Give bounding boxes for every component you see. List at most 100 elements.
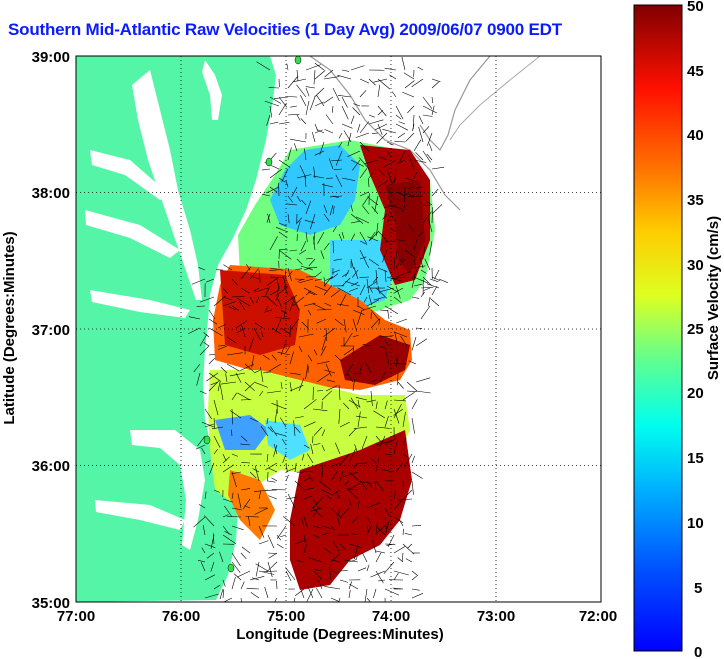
current-vector: [204, 408, 212, 420]
current-vector: [395, 285, 401, 299]
current-vector: [321, 462, 323, 478]
current-vector: [365, 362, 372, 374]
current-vector: [267, 426, 274, 433]
current-vector: [285, 467, 297, 473]
current-vector: [333, 258, 343, 261]
current-vector: [275, 317, 291, 320]
current-vector: [402, 391, 415, 401]
current-vector: [293, 420, 296, 437]
current-vector: [205, 278, 215, 283]
current-vector: [236, 297, 251, 307]
current-vector: [384, 507, 391, 518]
current-vector: [329, 195, 343, 198]
current-vector: [222, 579, 226, 587]
current-vector: [320, 345, 327, 356]
current-vector: [269, 121, 279, 125]
current-vector: [373, 588, 377, 598]
current-vector: [375, 287, 388, 299]
current-vector: [338, 507, 341, 515]
current-vector: [290, 138, 307, 143]
current-vector: [351, 516, 359, 524]
current-vector: [391, 91, 397, 98]
current-vector: [283, 516, 296, 527]
current-vector: [303, 302, 316, 307]
y-tick: 39:00: [32, 49, 70, 66]
current-vector: [262, 193, 271, 197]
current-vector: [313, 426, 323, 436]
current-vector: [344, 480, 350, 486]
current-vector: [308, 475, 314, 482]
current-vector: [264, 586, 269, 599]
current-vector: [377, 123, 383, 136]
current-vector: [402, 91, 415, 98]
current-vector: [411, 455, 415, 464]
current-vector: [386, 276, 402, 282]
current-vector: [353, 103, 361, 107]
current-vector: [294, 480, 305, 490]
current-vector: [321, 390, 333, 401]
current-vector: [332, 269, 341, 274]
current-vector: [323, 204, 328, 214]
current-vector: [233, 573, 242, 581]
current-vector: [310, 213, 316, 230]
current-vector: [348, 581, 352, 590]
current-vector: [362, 195, 370, 206]
current-vector: [384, 588, 400, 596]
current-vector: [199, 390, 207, 395]
current-vector: [370, 390, 373, 407]
current-vector: [402, 437, 407, 446]
current-vector: [422, 105, 437, 114]
current-vector: [338, 453, 350, 467]
current-vector: [287, 195, 293, 203]
current-vector: [413, 265, 426, 269]
y-tick: 36:00: [32, 458, 70, 475]
current-vector: [283, 275, 287, 289]
current-vector: [286, 63, 289, 71]
current-vector: [271, 354, 278, 361]
current-vector: [385, 350, 390, 365]
station-marker: [294, 56, 302, 65]
current-vector: [256, 61, 271, 71]
current-vector: [341, 231, 345, 239]
current-vector: [375, 123, 388, 131]
current-vector: [431, 81, 439, 89]
current-vector: [357, 462, 368, 464]
current-vector: [394, 140, 406, 143]
current-vector: [382, 159, 397, 169]
current-vector: [331, 159, 343, 162]
current-vector: [337, 74, 352, 80]
current-vector: [305, 258, 313, 260]
colorbar-tick: 10: [687, 515, 704, 532]
current-vector: [277, 285, 289, 295]
current-vector: [329, 204, 334, 216]
current-vector: [213, 584, 221, 590]
current-vector: [213, 533, 215, 545]
current-vector: [341, 272, 349, 278]
current-vector: [395, 271, 412, 278]
current-vector: [367, 236, 379, 242]
current-vector: [375, 426, 390, 429]
current-vector: [208, 380, 220, 392]
current-vector: [343, 402, 350, 410]
current-vector: [330, 553, 341, 563]
current-vector: [384, 240, 397, 243]
current-vector: [222, 589, 225, 599]
current-vector: [349, 583, 359, 590]
current-vector: [228, 306, 237, 311]
current-vector: [373, 410, 386, 419]
current-vector: [422, 96, 433, 109]
current-vector: [348, 590, 351, 599]
current-vector: [296, 560, 305, 563]
current-vector: [397, 372, 399, 386]
current-vector: [348, 559, 357, 563]
current-vector: [202, 524, 206, 536]
current-vector: [276, 580, 278, 590]
current-vector: [309, 96, 316, 111]
current-vector: [353, 267, 359, 280]
current-vector: [330, 462, 341, 468]
current-vector: [204, 593, 219, 599]
current-vector: [266, 276, 280, 286]
current-vector: [362, 344, 372, 347]
current-vector: [321, 525, 331, 529]
current-vector: [426, 201, 433, 206]
